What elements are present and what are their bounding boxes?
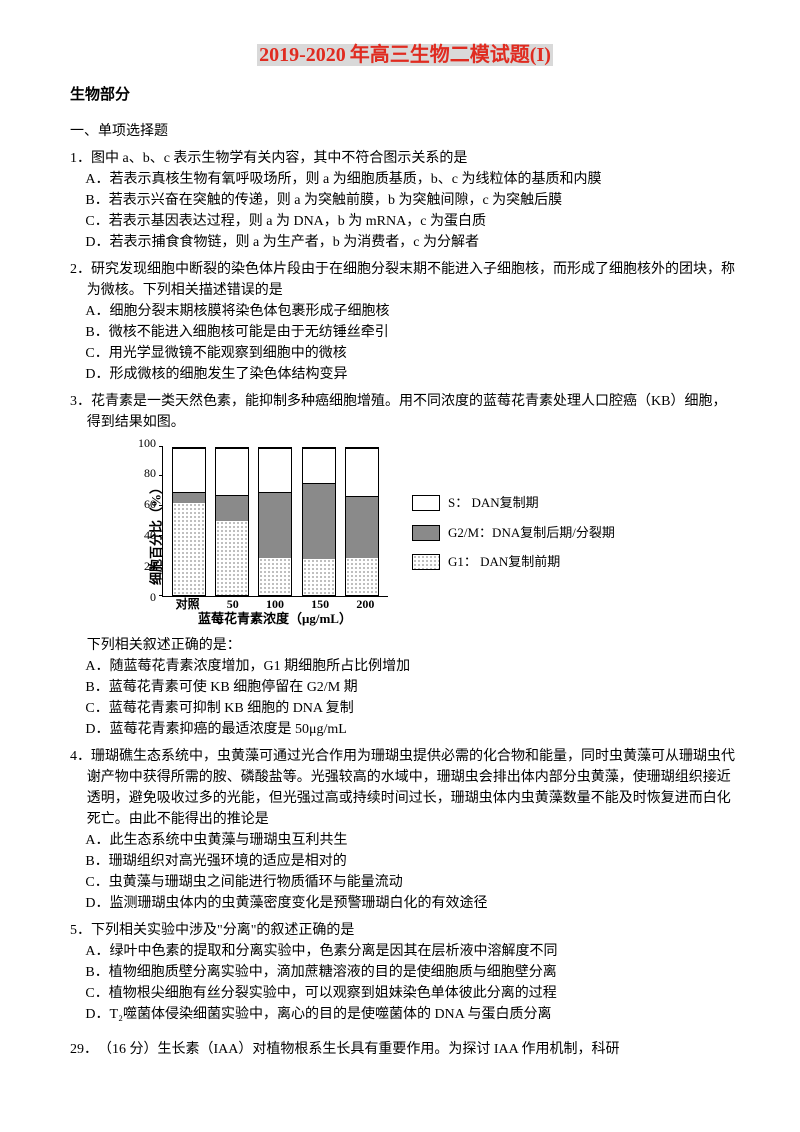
section-title: 生物部分 bbox=[70, 84, 740, 107]
q1-opt-a: A．若表示真核生物有氧呼吸场所，则 a 为细胞质基质，b、c 为线粒体的基质和内… bbox=[70, 169, 740, 190]
q1-opt-d: D．若表示捕食食物链，则 a 为生产者，b 为消费者，c 为分解者 bbox=[70, 232, 740, 253]
chart-legend: S： DAN复制期 G2/M：DNA复制后期/分裂期 G1： DAN复制前期 bbox=[412, 483, 615, 582]
q3-opt-d: D．蓝莓花青素抑癌的最适浓度是 50μg/mL bbox=[70, 719, 740, 740]
q3-opt-a: A．随蓝莓花青素浓度增加，G1 期细胞所占比例增加 bbox=[70, 656, 740, 677]
q2-opt-c: C．用光学显微镜不能观察到细胞中的微核 bbox=[70, 343, 740, 364]
question-5: 5．下列相关实验中涉及"分离"的叙述正确的是 A．绿叶中色素的提取和分离实验中，… bbox=[70, 920, 740, 1025]
q1-opt-b: B．若表示兴奋在突触的传递，则 a 为突触前膜，b 为突触间隙，c 为突触后膜 bbox=[70, 190, 740, 211]
y-ticks: 020406080100 bbox=[132, 443, 160, 597]
page-title: 2019-2020年高三生物二模试题(I) bbox=[70, 40, 740, 70]
q4-text: 4．珊瑚礁生态系统中，虫黄藻可通过光合作用为珊瑚虫提供必需的化合物和能量，同时虫… bbox=[70, 746, 740, 830]
swatch-s bbox=[412, 495, 440, 511]
question-4: 4．珊瑚礁生态系统中，虫黄藻可通过光合作用为珊瑚虫提供必需的化合物和能量，同时虫… bbox=[70, 746, 740, 914]
bar-group bbox=[302, 447, 336, 596]
q3-opt-b: B．蓝莓花青素可使 KB 细胞停留在 G2/M 期 bbox=[70, 677, 740, 698]
legend-g1: G1： DAN复制前期 bbox=[412, 552, 615, 572]
q3-after: 下列相关叙述正确的是： bbox=[70, 635, 740, 656]
q4-opt-d: D．监测珊瑚虫体内的虫黄藻密度变化是预警珊瑚白化的有效途径 bbox=[70, 893, 740, 914]
q5-opt-b: B．植物细胞质壁分离实验中，滴加蔗糖溶液的目的是使细胞质与细胞壁分离 bbox=[70, 962, 740, 983]
question-3: 3．花青素是一类天然色素，能抑制多种癌细胞增殖。用不同浓度的蓝莓花青素处理人口腔… bbox=[70, 391, 740, 740]
y-tick-label: 80 bbox=[144, 464, 156, 482]
x-axis-title: 蓝莓花青素浓度（μg/mL） bbox=[162, 609, 388, 629]
bar-group bbox=[258, 447, 292, 596]
title-year: 2019-2020 bbox=[257, 44, 348, 66]
legend-g2-label: G2/M：DNA复制后期/分裂期 bbox=[448, 523, 615, 543]
swatch-g1 bbox=[412, 554, 440, 570]
legend-s: S： DAN复制期 bbox=[412, 493, 615, 513]
legend-g1-label: G1： DAN复制前期 bbox=[448, 552, 560, 572]
q3-chart: 细胞百分比（%） 020406080100 对照50100150200 蓝莓花青… bbox=[130, 443, 390, 623]
bar-group bbox=[172, 447, 206, 596]
legend-g2: G2/M：DNA复制后期/分裂期 bbox=[412, 523, 615, 543]
q3-text: 3．花青素是一类天然色素，能抑制多种癌细胞增殖。用不同浓度的蓝莓花青素处理人口腔… bbox=[70, 391, 740, 433]
q3-chart-wrap: 细胞百分比（%） 020406080100 对照50100150200 蓝莓花青… bbox=[130, 443, 740, 623]
question-29: 29． （16 分）生长素（IAA）对植物根系生长具有重要作用。为探讨 IAA … bbox=[70, 1039, 740, 1060]
q2-opt-d: D．形成微核的细胞发生了染色体结构变异 bbox=[70, 364, 740, 385]
bars bbox=[163, 447, 388, 596]
y-tick-label: 20 bbox=[144, 557, 156, 575]
title-rest: 年高三生物二模试题(I) bbox=[348, 44, 553, 66]
bar-group bbox=[215, 447, 249, 596]
bar-group bbox=[345, 447, 379, 596]
y-tick-label: 40 bbox=[144, 526, 156, 544]
question-type: 一、单项选择题 bbox=[70, 121, 740, 142]
q1-text: 1．图中 a、b、c 表示生物学有关内容，其中不符合图示关系的是 bbox=[70, 148, 740, 169]
q2-text: 2．研究发现细胞中断裂的染色体片段由于在细胞分裂末期不能进入子细胞核，而形成了细… bbox=[70, 259, 740, 301]
y-tick-label: 0 bbox=[150, 588, 156, 606]
swatch-g2 bbox=[412, 525, 440, 541]
q5-opt-a: A．绿叶中色素的提取和分离实验中，色素分离是因其在层析液中溶解度不同 bbox=[70, 941, 740, 962]
q4-opt-b: B．珊瑚组织对高光强环境的适应是相对的 bbox=[70, 851, 740, 872]
question-1: 1．图中 a、b、c 表示生物学有关内容，其中不符合图示关系的是 A．若表示真核… bbox=[70, 148, 740, 253]
q5-opt-c: C．植物根尖细胞有丝分裂实验中，可以观察到姐妹染色单体彼此分离的过程 bbox=[70, 983, 740, 1004]
q2-opt-a: A．细胞分裂末期核膜将染色体包裹形成子细胞核 bbox=[70, 301, 740, 322]
q4-opt-c: C．虫黄藻与珊瑚虫之间能进行物质循环与能量流动 bbox=[70, 872, 740, 893]
q3-opt-c: C．蓝莓花青素可抑制 KB 细胞的 DNA 复制 bbox=[70, 698, 740, 719]
q1-opt-c: C．若表示基因表达过程，则 a 为 DNA，b 为 mRNA，c 为蛋白质 bbox=[70, 211, 740, 232]
q5-text: 5．下列相关实验中涉及"分离"的叙述正确的是 bbox=[70, 920, 740, 941]
y-tick-label: 100 bbox=[138, 434, 156, 452]
y-tick-label: 60 bbox=[144, 495, 156, 513]
chart-plot bbox=[162, 447, 388, 597]
question-2: 2．研究发现细胞中断裂的染色体片段由于在细胞分裂末期不能进入子细胞核，而形成了细… bbox=[70, 259, 740, 385]
q2-opt-b: B．微核不能进入细胞核可能是由于无纺锤丝牵引 bbox=[70, 322, 740, 343]
q4-opt-a: A．此生态系统中虫黄藻与珊瑚虫互利共生 bbox=[70, 830, 740, 851]
legend-s-label: S： DAN复制期 bbox=[448, 493, 539, 513]
q5-opt-d: D．T₂噬菌体侵染细菌实验中，离心的目的是使噬菌体的 DNA 与蛋白质分离 bbox=[70, 1004, 740, 1025]
